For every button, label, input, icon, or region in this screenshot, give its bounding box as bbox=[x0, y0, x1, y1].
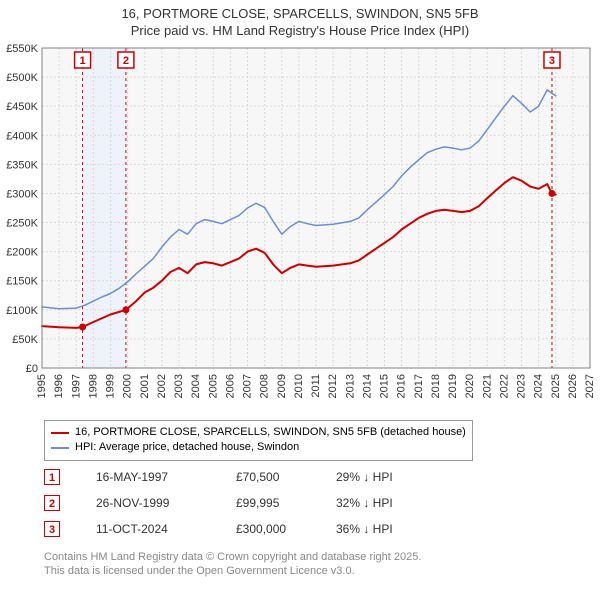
svg-text:£0: £0 bbox=[26, 363, 38, 375]
x-tick-label: 1996 bbox=[53, 374, 65, 398]
marker-price: £99,995 bbox=[236, 496, 336, 510]
title-line-1: 16, PORTMORE CLOSE, SPARCELLS, SWINDON, … bbox=[121, 6, 478, 21]
line-chart: £0 £50K £100K £150K £200K £250K £300K £350K £400… bbox=[0, 40, 600, 420]
marker-row: 2 26-NOV-1999£99,99532% ↓ HPI bbox=[44, 490, 456, 516]
marker-table: 1 16-MAY-1997£70,50029% ↓ HPI 2 26-NOV-1999… bbox=[44, 464, 456, 542]
x-tick-label: 2016 bbox=[396, 374, 408, 398]
x-tick-label: 2002 bbox=[156, 374, 168, 398]
legend-label: 16, PORTMORE CLOSE, SPARCELLS, SWINDON, … bbox=[75, 425, 466, 440]
x-tick-label: 1998 bbox=[87, 374, 99, 398]
x-tick-label: 2003 bbox=[173, 374, 185, 398]
marker-delta: 36% ↓ HPI bbox=[336, 522, 456, 536]
x-tick-label: 2011 bbox=[310, 374, 322, 398]
x-tick-label: 2014 bbox=[361, 374, 373, 398]
x-tick-label: 2000 bbox=[122, 374, 134, 398]
x-tick-label: 2023 bbox=[516, 374, 528, 398]
x-tick-label: 2027 bbox=[584, 374, 596, 398]
svg-text:£250K: £250K bbox=[6, 217, 38, 229]
x-tick-label: 2004 bbox=[190, 374, 202, 398]
marker-price: £70,500 bbox=[236, 470, 336, 484]
marker-number-box: 1 bbox=[44, 469, 60, 485]
x-tick-label: 2018 bbox=[430, 374, 442, 398]
marker-delta: 32% ↓ HPI bbox=[336, 496, 456, 510]
footnote-line-2: This data is licensed under the Open Gov… bbox=[44, 565, 355, 577]
x-tick-label: 2001 bbox=[139, 374, 151, 398]
svg-text:£400K: £400K bbox=[6, 130, 38, 142]
title-line-2: Price paid vs. HM Land Registry's House … bbox=[131, 23, 469, 38]
x-tick-label: 2009 bbox=[276, 374, 288, 398]
svg-text:£50K: £50K bbox=[12, 334, 38, 346]
svg-text:£500K: £500K bbox=[6, 72, 38, 84]
x-tick-label: 1997 bbox=[70, 374, 82, 398]
x-tick-label: 2022 bbox=[498, 374, 510, 398]
svg-text:£550K: £550K bbox=[6, 43, 38, 55]
svg-text:£150K: £150K bbox=[6, 276, 38, 288]
x-tick-label: 2020 bbox=[464, 374, 476, 398]
marker-number-box: 3 bbox=[44, 521, 60, 537]
marker-row: 1 16-MAY-1997£70,50029% ↓ HPI bbox=[44, 464, 456, 490]
svg-text:£300K: £300K bbox=[6, 188, 38, 200]
svg-text:£450K: £450K bbox=[6, 101, 38, 113]
x-tick-label: 2005 bbox=[207, 374, 219, 398]
marker-row: 3 11-OCT-2024£300,00036% ↓ HPI bbox=[44, 516, 456, 542]
svg-text:£350K: £350K bbox=[6, 159, 38, 171]
marker-number-box: 2 bbox=[44, 495, 60, 511]
x-tick-label: 2008 bbox=[259, 374, 271, 398]
marker-delta: 29% ↓ HPI bbox=[336, 470, 456, 484]
legend-item: HPI: Average price, detached house, Swin… bbox=[51, 440, 466, 455]
svg-text:2: 2 bbox=[123, 55, 129, 67]
legend-label: HPI: Average price, detached house, Swin… bbox=[75, 440, 299, 455]
chart-container: 16, PORTMORE CLOSE, SPARCELLS, SWINDON, … bbox=[0, 0, 600, 590]
x-tick-label: 2006 bbox=[224, 374, 236, 398]
x-tick-label: 2021 bbox=[481, 374, 493, 398]
legend-swatch bbox=[51, 432, 69, 434]
marker-date: 16-MAY-1997 bbox=[96, 470, 236, 484]
x-tick-label: 2010 bbox=[293, 374, 305, 398]
x-tick-label: 1995 bbox=[36, 374, 48, 398]
x-tick-label: 2019 bbox=[447, 374, 459, 398]
legend-swatch bbox=[51, 447, 69, 449]
marker-date: 11-OCT-2024 bbox=[96, 522, 236, 536]
x-tick-label: 2012 bbox=[327, 374, 339, 398]
svg-text:1: 1 bbox=[80, 55, 86, 67]
x-tick-label: 2007 bbox=[242, 374, 254, 398]
x-tick-label: 2017 bbox=[413, 374, 425, 398]
x-tick-label: 2024 bbox=[533, 374, 545, 398]
svg-text:£200K: £200K bbox=[6, 246, 38, 258]
footnote-line-1: Contains HM Land Registry data © Crown c… bbox=[44, 551, 421, 563]
chart-title: 16, PORTMORE CLOSE, SPARCELLS, SWINDON, … bbox=[0, 0, 600, 40]
x-tick-label: 2025 bbox=[550, 374, 562, 398]
legend: 16, PORTMORE CLOSE, SPARCELLS, SWINDON, … bbox=[44, 420, 473, 461]
svg-text:£100K: £100K bbox=[6, 305, 38, 317]
x-tick-label: 2015 bbox=[379, 374, 391, 398]
x-tick-label: 2013 bbox=[344, 374, 356, 398]
x-tick-label: 1999 bbox=[105, 374, 117, 398]
legend-item: 16, PORTMORE CLOSE, SPARCELLS, SWINDON, … bbox=[51, 425, 466, 440]
footnote: Contains HM Land Registry data © Crown c… bbox=[44, 550, 421, 579]
x-tick-label: 2026 bbox=[567, 374, 579, 398]
svg-text:3: 3 bbox=[549, 55, 555, 67]
marker-date: 26-NOV-1999 bbox=[96, 496, 236, 510]
marker-price: £300,000 bbox=[236, 522, 336, 536]
